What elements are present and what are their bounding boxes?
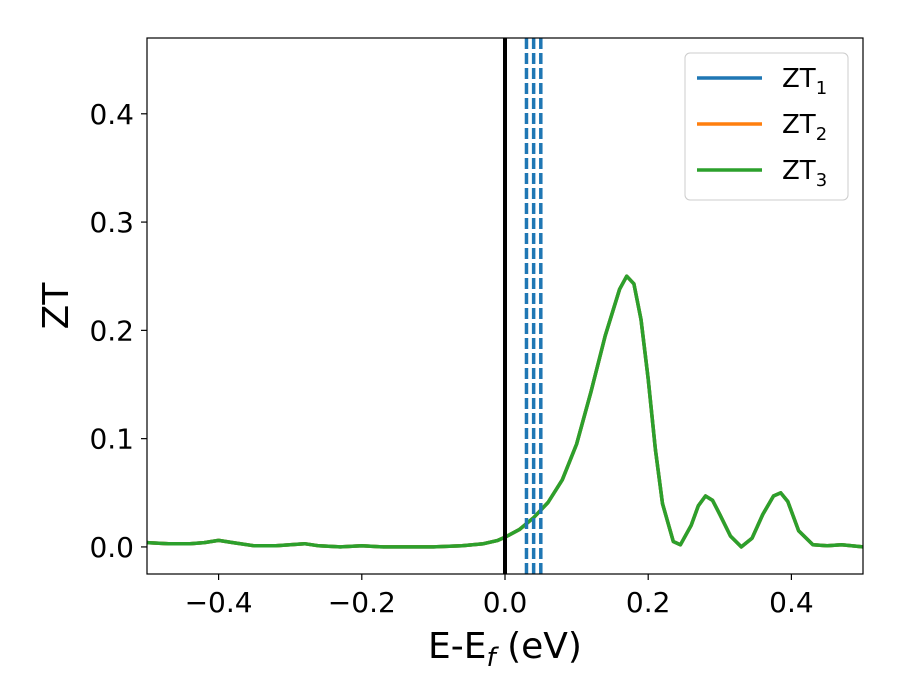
x-tick-label: 0.2 bbox=[626, 586, 671, 619]
y-tick-label: 0.0 bbox=[89, 531, 134, 564]
y-axis-ticks: 0.0 0.1 0.2 0.3 0.4 bbox=[89, 98, 147, 564]
x-axis-label: E-Ef (eV) bbox=[428, 626, 582, 673]
x-tick-label: −0.2 bbox=[328, 586, 396, 619]
x-axis-ticks: −0.4 −0.2 0.0 0.2 0.4 bbox=[185, 574, 814, 619]
legend-label-2: ZT2 bbox=[782, 110, 827, 145]
x-tick-label: 0.4 bbox=[769, 586, 814, 619]
y-tick-label: 0.1 bbox=[89, 423, 134, 456]
legend-label-1: ZT1 bbox=[782, 64, 827, 99]
y-tick-label: 0.4 bbox=[89, 98, 134, 131]
x-tick-label: −0.4 bbox=[185, 586, 253, 619]
legend-label-3: ZT3 bbox=[782, 156, 827, 191]
y-tick-label: 0.2 bbox=[89, 314, 134, 347]
vertical-lines bbox=[503, 38, 543, 574]
series-line-3 bbox=[147, 274, 863, 549]
legend-box bbox=[684, 52, 849, 201]
plot-lines bbox=[147, 274, 863, 549]
x-tick-label: 0.0 bbox=[483, 586, 528, 619]
y-axis-label: ZT bbox=[36, 282, 77, 330]
y-tick-label: 0.3 bbox=[89, 206, 134, 239]
legend: ZT1 ZT2 ZT3 bbox=[684, 52, 849, 201]
